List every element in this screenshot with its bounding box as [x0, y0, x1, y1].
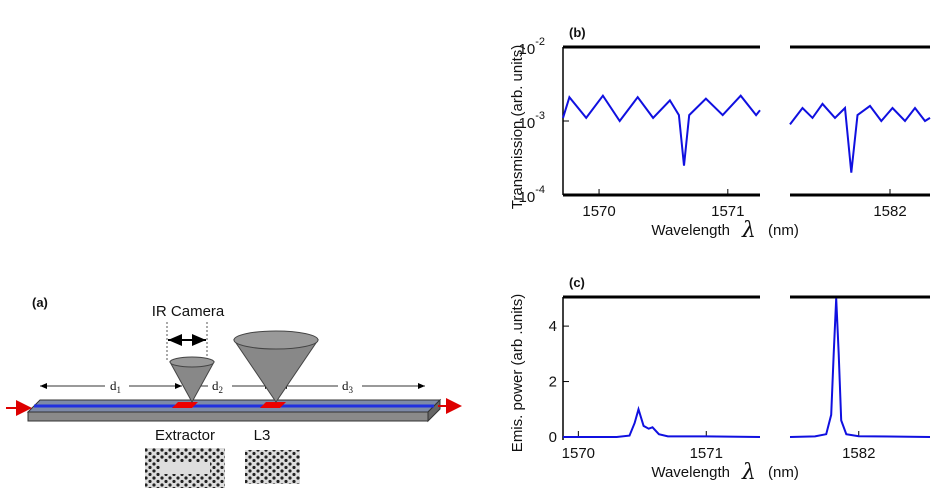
y-axis-label: Transmission (arb. units): [509, 45, 526, 210]
exponent: -4: [535, 184, 545, 196]
cavity: [260, 402, 286, 408]
small-cone-top: [169, 356, 215, 368]
x-tick-label: 1571: [711, 203, 744, 220]
panel-label: (a): [32, 295, 48, 310]
x-axis-symbol: λ: [741, 460, 756, 485]
x-tick-label: 1570: [562, 445, 595, 462]
diagram: (a) IR Camera d1 d2 d3 Extractor L3: [6, 295, 462, 488]
data-line: [563, 405, 761, 438]
x-tick-label: 1570: [582, 203, 615, 220]
label-bg: [208, 376, 232, 394]
waveguide-front: [27, 411, 429, 422]
y-tick-label: 10-3: [519, 110, 545, 132]
panel-label: (b): [569, 25, 586, 40]
y-axis-label: Emis. power (arb .units): [509, 294, 526, 452]
y-tick-label: 10-2: [519, 36, 545, 58]
y-tick-label: 10-4: [519, 184, 545, 206]
d: d: [110, 378, 117, 393]
x-axis-unit: (nm): [768, 464, 799, 481]
x-axis-unit: (nm): [768, 222, 799, 239]
x-tick-label: 1582: [842, 445, 875, 462]
x-axis-symbol: λ: [741, 218, 756, 243]
x-axis-label: Wavelength: [651, 222, 730, 239]
base: 10: [519, 115, 536, 132]
y-tick-label: 2: [549, 374, 557, 391]
data-line: [562, 93, 761, 166]
small-cone: [169, 361, 215, 404]
exponent: -2: [535, 36, 545, 48]
d: d: [342, 378, 349, 393]
part-label: L3: [254, 427, 271, 444]
distance-label: d1: [110, 378, 121, 395]
base: 10: [519, 41, 536, 58]
sub: 2: [219, 385, 224, 395]
exponent: -3: [535, 110, 545, 122]
panel-label: (c): [569, 275, 585, 290]
y-tick-label: 0: [549, 429, 557, 446]
x-tick-label: 1582: [873, 203, 906, 220]
camera-label: IR Camera: [152, 303, 225, 320]
distance-label: d2: [212, 378, 223, 395]
x-axis-label: Wavelength: [651, 464, 730, 481]
part-label: Extractor: [155, 427, 215, 444]
sub: 3: [349, 385, 354, 395]
extractor-defect: [160, 462, 210, 474]
base: 10: [519, 189, 536, 206]
label-bg: [105, 376, 129, 394]
extractor: [172, 402, 198, 408]
distance-label: d3: [342, 378, 354, 395]
x-tick-label: 1571: [690, 445, 723, 462]
data-line: [789, 102, 931, 173]
sub: 1: [117, 385, 122, 395]
waveguide-side: [427, 398, 441, 423]
label-bg: [338, 376, 362, 394]
d: d: [212, 378, 219, 393]
y-tick-label: 4: [549, 318, 557, 335]
data-line: [789, 298, 931, 438]
large-cone-top: [233, 330, 319, 350]
l3-pattern: [245, 450, 300, 484]
